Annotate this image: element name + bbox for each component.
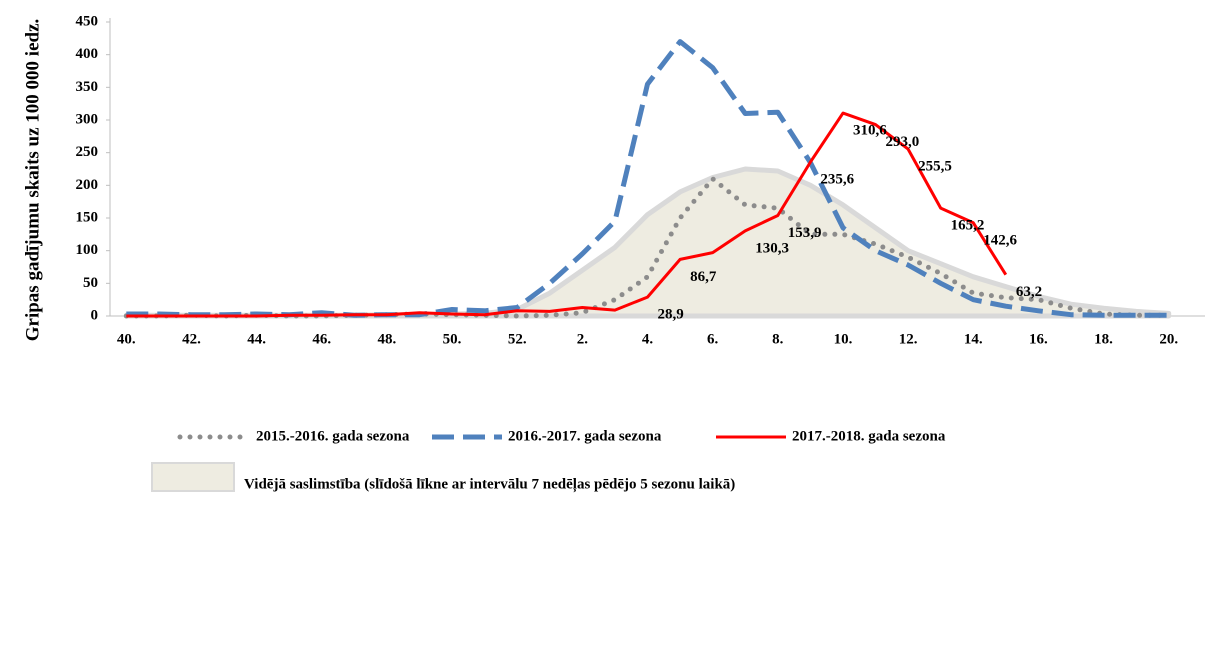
data-label: 153,9: [788, 225, 822, 241]
legend-label: 2015.-2016. gada sezona: [256, 428, 410, 444]
x-tick-label: 8.: [772, 331, 784, 347]
x-tick-label: 4.: [642, 331, 654, 347]
data-label: 235,6: [820, 172, 854, 188]
data-label: 310,6: [853, 123, 887, 139]
data-label: 63,2: [1016, 284, 1042, 300]
data-label: 86,7: [690, 269, 717, 285]
y-tick-label: 300: [76, 111, 99, 127]
x-tick-label: 6.: [707, 331, 719, 347]
x-tick-label: 20.: [1159, 331, 1178, 347]
y-axis-label: Gripas gadījumu skaits uz 100 000 iedz.: [22, 19, 43, 342]
line: [126, 111, 1008, 318]
y-tick-label: 100: [76, 242, 99, 258]
x-tick-label: 44.: [247, 331, 266, 347]
data-label: 130,3: [755, 240, 789, 256]
x-tick-label: 10.: [834, 331, 853, 347]
data-label: 165,2: [951, 218, 985, 234]
data-label: 28,9: [658, 307, 684, 323]
y-tick-label: 50: [83, 275, 98, 291]
x-tick-label: 42.: [182, 331, 201, 347]
x-tick-label: 50.: [443, 331, 462, 347]
y-tick-label: 250: [76, 144, 99, 160]
x-tick-label: 48.: [378, 331, 397, 347]
line: [123, 176, 1172, 319]
y-tick-label: 150: [76, 209, 99, 225]
y-tick-label: 450: [76, 13, 99, 29]
x-tick-label: 40.: [117, 331, 136, 347]
x-tick-label: 2.: [577, 331, 589, 347]
x-tick-label: 52.: [508, 331, 527, 347]
x-tick-label: 16.: [1029, 331, 1048, 347]
y-tick-label: 0: [91, 307, 99, 323]
x-tick-label: 14.: [964, 331, 983, 347]
x-tick-label: 18.: [1094, 331, 1113, 347]
legend-swatch: [151, 462, 235, 492]
data-label: 293,0: [886, 134, 920, 150]
data-label: 255,5: [918, 159, 952, 175]
y-tick-label: 400: [76, 46, 99, 62]
x-tick-label: 46.: [312, 331, 331, 347]
legend-label: 2017.-2018. gada sezona: [792, 428, 946, 444]
y-tick-label: 200: [76, 177, 99, 193]
data-label: 142,6: [983, 232, 1017, 248]
y-tick-label: 350: [76, 79, 99, 95]
legend-label: Vidējā saslimstība (slīdošā līkne ar int…: [244, 476, 735, 492]
legend-label: 2016.-2017. gada sezona: [508, 428, 662, 444]
x-tick-label: 12.: [899, 331, 918, 347]
